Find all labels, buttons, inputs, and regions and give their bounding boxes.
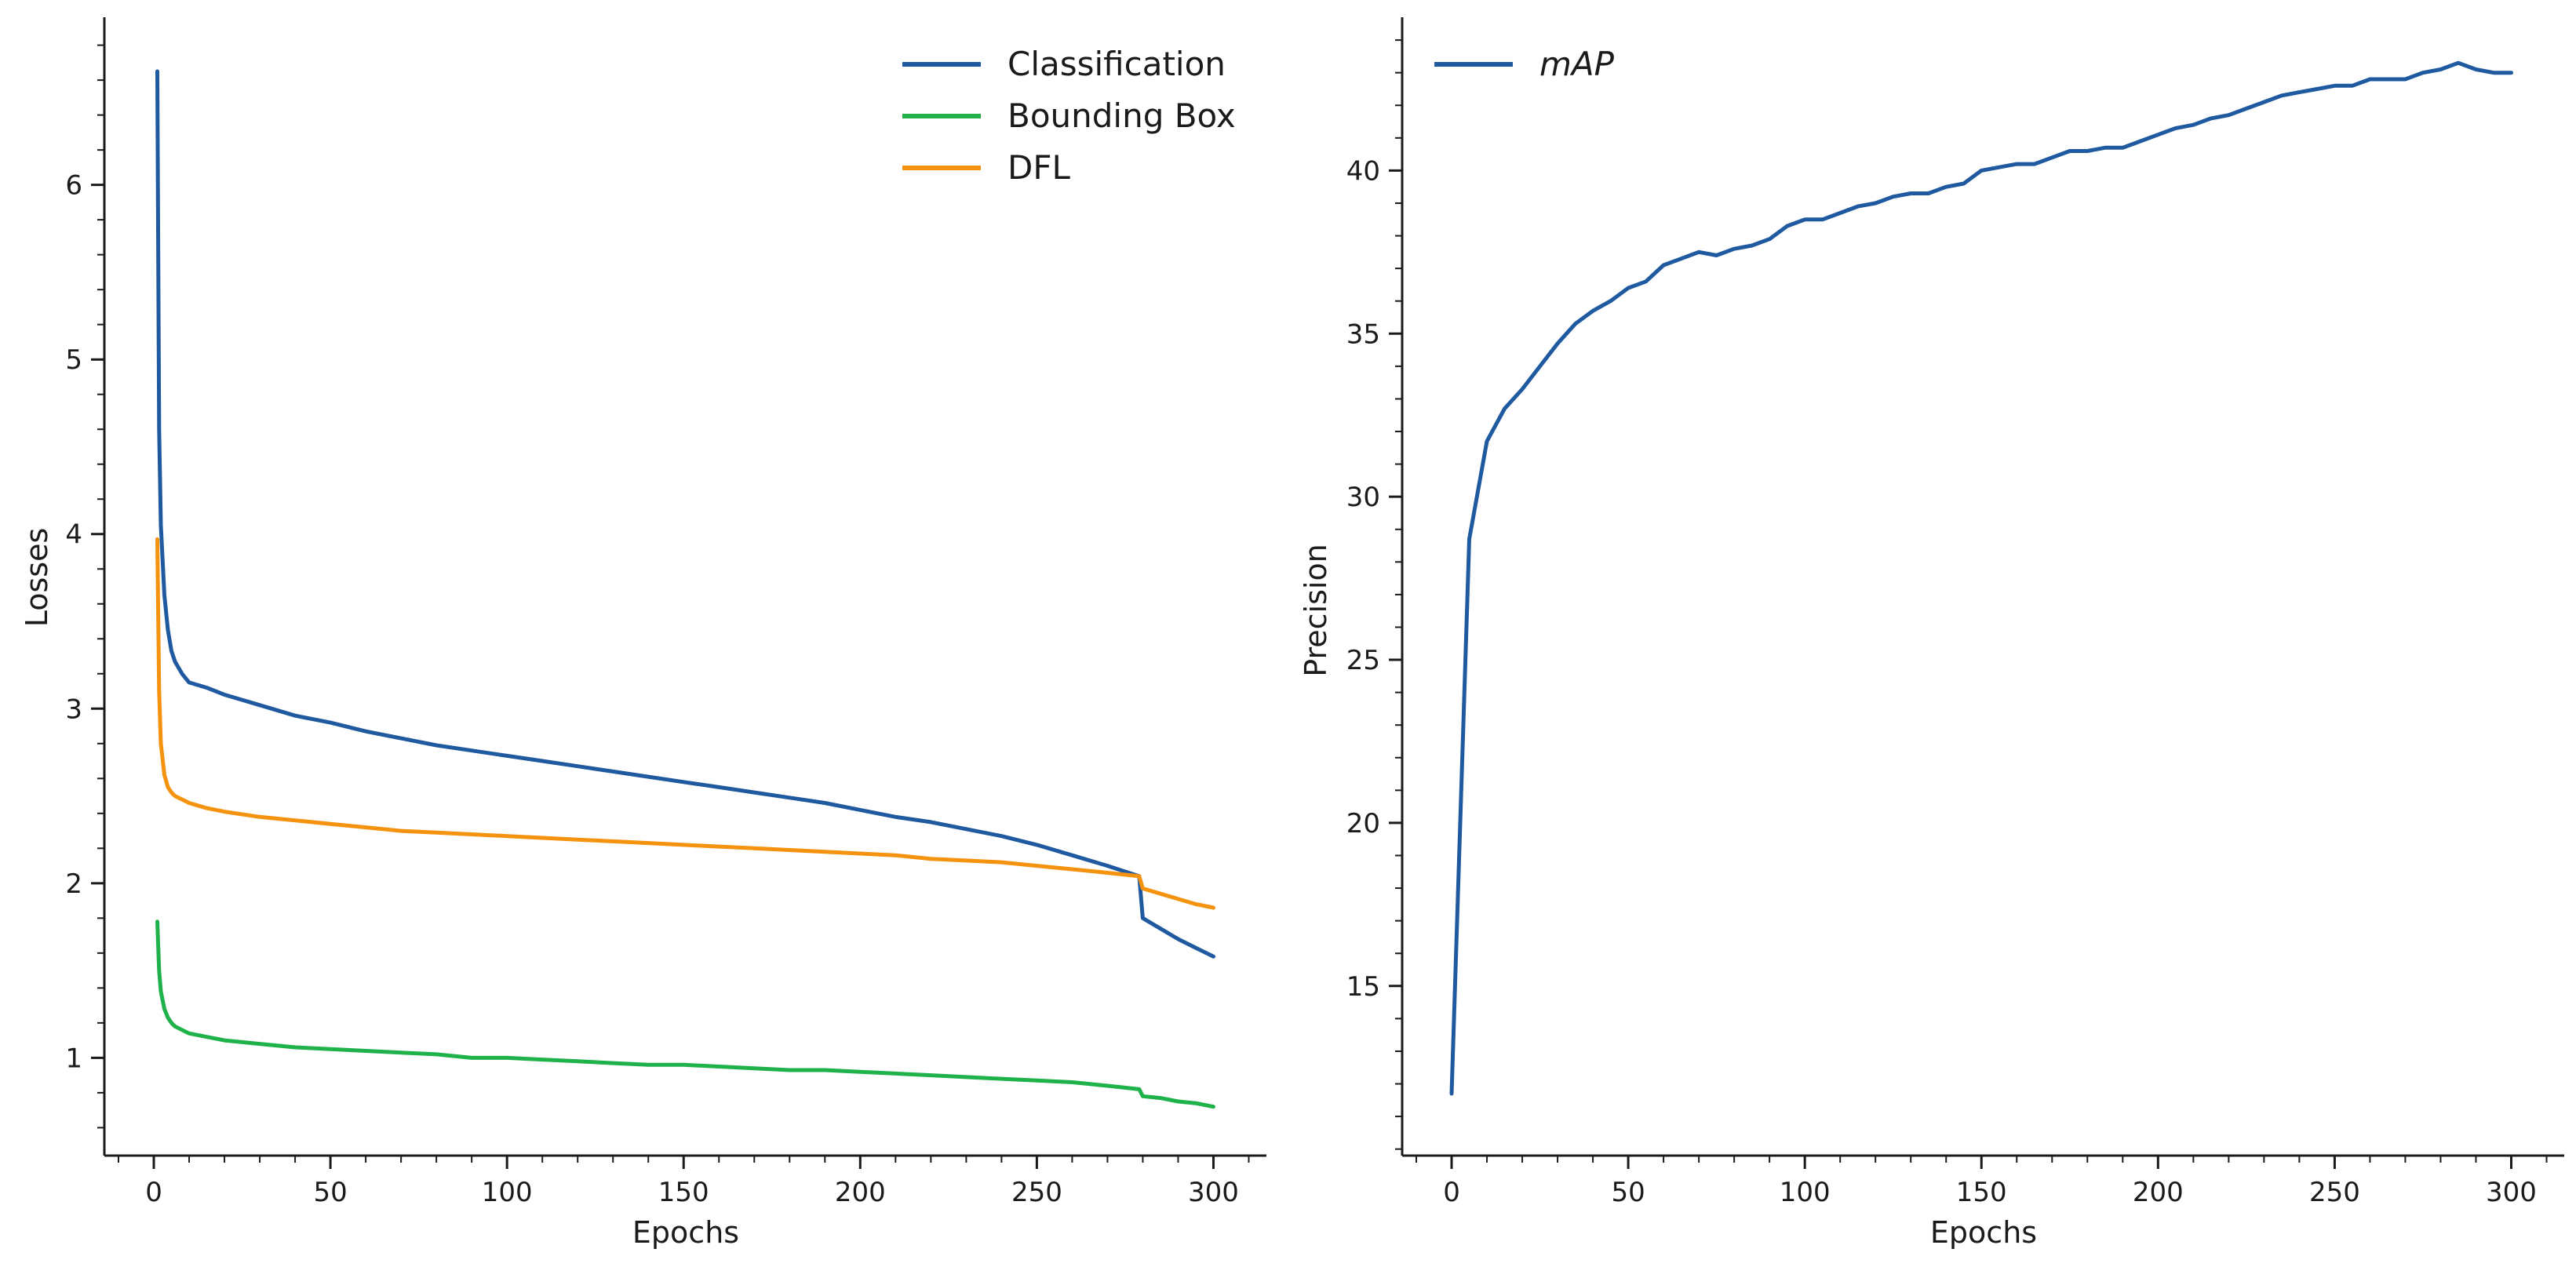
precision-series-group bbox=[1449, 60, 2513, 1096]
y-tick-label: 5 bbox=[65, 344, 82, 376]
losses-y-axis-title: Losses bbox=[20, 528, 54, 628]
x-tick-label: 300 bbox=[1188, 1177, 1239, 1208]
precision-chart: 0 50 100 150 200 250 300 15 20 25 30 35 40 Epochs Pr… bbox=[1299, 17, 2564, 1250]
x-tick-label: 250 bbox=[1011, 1177, 1062, 1208]
y-tick-label: 1 bbox=[65, 1043, 82, 1074]
y-tick-label: 20 bbox=[1346, 808, 1380, 839]
precision-axes bbox=[1401, 17, 2564, 1157]
precision-axis-ticks: 0 50 100 150 200 250 300 15 20 25 30 35 40 bbox=[1346, 39, 2548, 1208]
y-tick-label: 15 bbox=[1346, 971, 1380, 1003]
x-tick-label: 150 bbox=[1956, 1177, 2007, 1208]
legend-label: Classification bbox=[1007, 45, 1226, 83]
y-tick-label: 3 bbox=[65, 694, 82, 725]
series-line-classification bbox=[155, 69, 1215, 959]
series-line-bounding-box bbox=[155, 919, 1215, 1109]
y-tick-label: 35 bbox=[1346, 319, 1380, 350]
x-tick-label: 200 bbox=[835, 1177, 886, 1208]
x-tick-label: 0 bbox=[1443, 1177, 1460, 1208]
y-tick-label: 2 bbox=[65, 868, 82, 900]
legend-label: mAP bbox=[1539, 45, 1615, 83]
x-tick-label: 100 bbox=[1780, 1177, 1831, 1208]
x-tick-label: 100 bbox=[482, 1177, 533, 1208]
x-tick-label: 150 bbox=[658, 1177, 709, 1208]
x-tick-label: 50 bbox=[1611, 1177, 1645, 1208]
losses-legend[interactable]: Classification Bounding Box DFL bbox=[902, 45, 1236, 187]
losses-axis-ticks: 0 50 100 150 200 250 300 1 2 3 4 5 6 bbox=[65, 44, 1250, 1208]
legend-label: Bounding Box bbox=[1007, 96, 1236, 135]
precision-legend[interactable]: mAP bbox=[1434, 45, 1615, 83]
series-line-dfl bbox=[155, 537, 1215, 910]
legend-label: DFL bbox=[1007, 148, 1070, 187]
precision-y-axis-title: Precision bbox=[1299, 544, 1333, 677]
x-tick-label: 200 bbox=[2133, 1177, 2184, 1208]
series-line-map bbox=[1449, 60, 2513, 1096]
x-tick-label: 50 bbox=[313, 1177, 347, 1208]
losses-series-group bbox=[155, 69, 1215, 1109]
x-tick-label: 300 bbox=[2486, 1177, 2537, 1208]
y-tick-label: 6 bbox=[65, 170, 82, 202]
y-tick-label: 30 bbox=[1346, 482, 1380, 513]
x-tick-label: 0 bbox=[145, 1177, 162, 1208]
y-tick-label: 40 bbox=[1346, 155, 1380, 187]
precision-x-axis-title: Epochs bbox=[1930, 1215, 2037, 1250]
y-tick-label: 4 bbox=[65, 519, 82, 551]
losses-axes bbox=[103, 17, 1266, 1157]
losses-chart: 0 50 100 150 200 250 300 1 2 3 4 5 6 Epochs Losses C… bbox=[20, 17, 1266, 1250]
y-tick-label: 25 bbox=[1346, 645, 1380, 676]
losses-x-axis-title: Epochs bbox=[632, 1215, 739, 1250]
x-tick-label: 250 bbox=[2309, 1177, 2360, 1208]
